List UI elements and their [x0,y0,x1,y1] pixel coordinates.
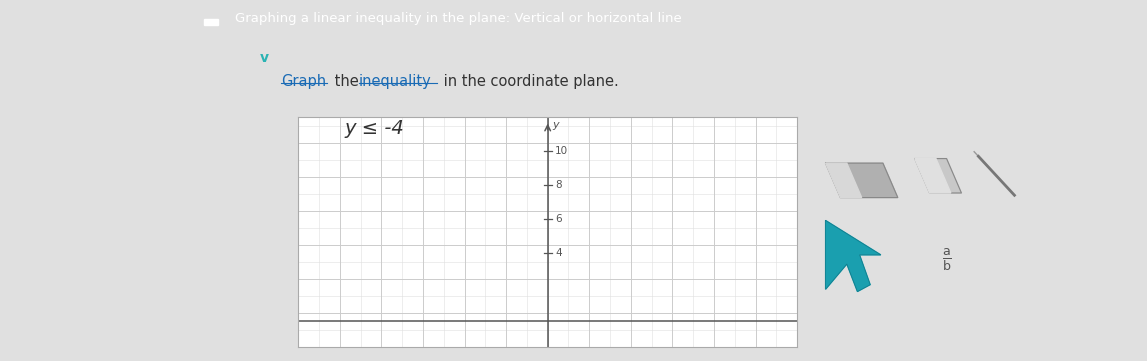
Text: in the coordinate plane.: in the coordinate plane. [439,74,619,89]
Text: 4: 4 [555,248,562,258]
Bar [204,19,218,25]
Polygon shape [826,163,898,197]
Polygon shape [826,163,861,197]
Text: $\mathregular{\frac{a}{b}}$: $\mathregular{\frac{a}{b}}$ [942,246,952,273]
Polygon shape [915,158,961,193]
Polygon shape [915,158,951,193]
Polygon shape [826,221,881,292]
Text: v: v [260,51,270,65]
Text: y ≤ -4: y ≤ -4 [344,119,404,138]
Text: 8: 8 [555,180,562,190]
Text: 10: 10 [555,146,568,156]
Text: y: y [552,120,559,130]
Text: inequality: inequality [359,74,431,89]
Text: 6: 6 [555,214,562,224]
Text: the: the [330,74,364,89]
Text: Graphing a linear inequality in the plane: Vertical or horizontal line: Graphing a linear inequality in the plan… [235,12,681,25]
Text: Graph: Graph [281,74,326,89]
